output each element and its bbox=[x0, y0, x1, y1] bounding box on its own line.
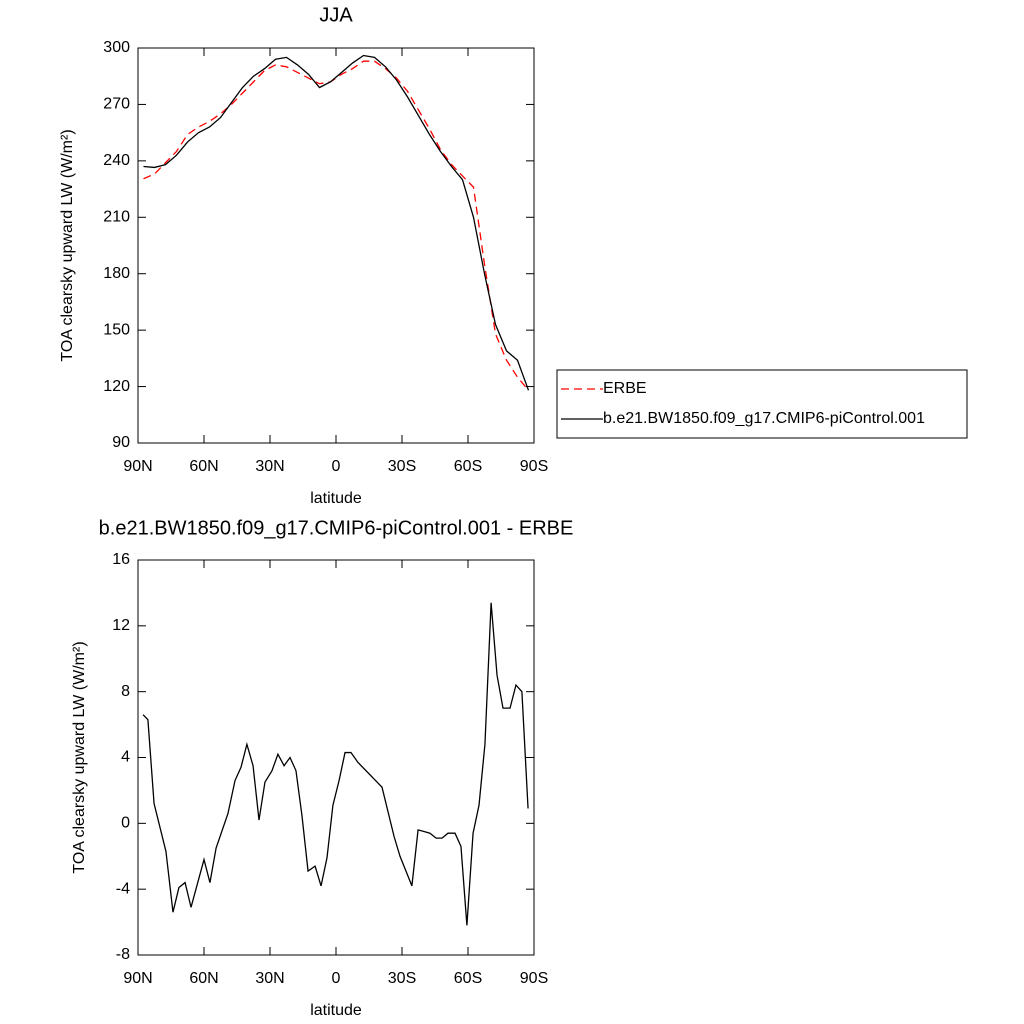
x-tick-label: 90N bbox=[123, 970, 152, 987]
chart-title: b.e21.BW1850.f09_g17.CMIP6-piControl.001… bbox=[99, 517, 574, 539]
x-tick-label: 60N bbox=[189, 970, 218, 987]
y-axis-label: TOA clearsky upward LW (W/m²) bbox=[71, 641, 88, 873]
y-tick-label: 120 bbox=[103, 378, 130, 395]
y-tick-label: 4 bbox=[121, 749, 130, 766]
y-tick-label: 300 bbox=[103, 39, 130, 56]
x-tick-label: 90S bbox=[520, 458, 548, 475]
x-tick-label: 30S bbox=[388, 970, 416, 987]
y-axis-label: TOA clearsky upward LW (W/m²) bbox=[59, 129, 76, 361]
y-tick-label: 8 bbox=[121, 683, 130, 700]
x-tick-label: 30N bbox=[255, 458, 284, 475]
x-axis-label: latitude bbox=[310, 490, 362, 507]
y-tick-label: 12 bbox=[112, 617, 130, 634]
x-tick-label: 60S bbox=[454, 458, 482, 475]
x-tick-label: 0 bbox=[332, 458, 341, 475]
y-tick-label: 16 bbox=[112, 551, 130, 568]
chart-title: JJA bbox=[319, 4, 353, 26]
y-tick-label: 210 bbox=[103, 209, 130, 226]
data-line bbox=[142, 602, 529, 926]
legend-box bbox=[556, 369, 968, 439]
x-tick-label: 0 bbox=[332, 970, 341, 987]
plot-frame bbox=[137, 559, 535, 956]
x-tick-label: 30S bbox=[388, 458, 416, 475]
data-line bbox=[143, 60, 529, 391]
x-tick-label: 60S bbox=[454, 970, 482, 987]
y-tick-label: 90 bbox=[112, 434, 130, 451]
legend-label: b.e21.BW1850.f09_g17.CMIP6-piControl.001 bbox=[603, 410, 925, 427]
y-tick-label: 150 bbox=[103, 321, 130, 338]
y-tick-label: 240 bbox=[103, 152, 130, 169]
y-tick-label: 180 bbox=[103, 265, 130, 282]
y-tick-label: -8 bbox=[116, 946, 130, 963]
y-tick-label: -4 bbox=[116, 880, 130, 897]
x-axis-label: latitude bbox=[310, 1002, 362, 1019]
x-tick-label: 90N bbox=[123, 458, 152, 475]
data-line bbox=[143, 54, 530, 391]
x-tick-label: 60N bbox=[189, 458, 218, 475]
x-tick-label: 30N bbox=[255, 970, 284, 987]
y-tick-label: 0 bbox=[121, 815, 130, 832]
x-tick-label: 90S bbox=[520, 970, 548, 987]
y-tick-label: 270 bbox=[103, 96, 130, 113]
plot-frame bbox=[137, 47, 535, 444]
legend-label: ERBE bbox=[603, 380, 647, 397]
